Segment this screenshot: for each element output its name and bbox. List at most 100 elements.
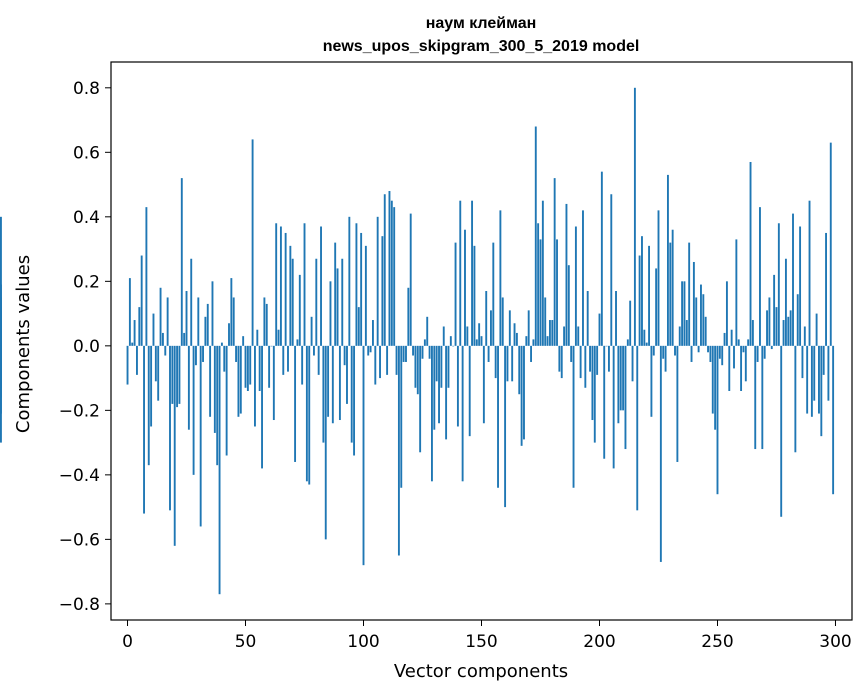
bar-261 (742, 345, 745, 353)
bar-287 (803, 326, 806, 346)
bar-68 (287, 345, 289, 372)
bar-104 (372, 320, 374, 346)
bar-231 (671, 229, 674, 346)
bar-207 (615, 291, 617, 346)
bar-125 (421, 345, 424, 359)
bar-165 (515, 332, 518, 346)
bar-42 (225, 345, 228, 456)
bar-271 (766, 310, 768, 346)
bar-191 (577, 326, 580, 346)
bar-270 (763, 345, 766, 359)
bar-124 (419, 345, 422, 453)
bar-102 (367, 345, 370, 356)
bar-243 (700, 284, 702, 346)
bar-81 (317, 345, 320, 375)
bar-16 (164, 345, 167, 356)
bar-172 (532, 339, 535, 346)
bar-242 (697, 345, 700, 353)
bars (0, 87, 835, 595)
bar-5 (138, 307, 141, 346)
bar-262 (744, 345, 747, 382)
bar-14 (159, 287, 162, 346)
bar-149 (478, 323, 481, 346)
bar-158 (499, 210, 502, 346)
bar-190 (574, 226, 577, 346)
bar-120 (409, 213, 412, 346)
bar-259 (737, 339, 740, 346)
bar-144 (466, 326, 469, 346)
bar-132 (438, 345, 440, 424)
bar-122 (414, 345, 417, 388)
bar-214 (631, 345, 634, 382)
bar-195 (586, 291, 589, 346)
bar-65 (279, 226, 282, 346)
y-tick-label: −0.8 (59, 595, 100, 615)
bar-11 (152, 313, 155, 346)
bar-59 (265, 303, 268, 346)
bar-178 (546, 336, 549, 346)
bar-238 (688, 242, 691, 346)
bar-246 (707, 345, 709, 353)
bar-106 (376, 216, 379, 346)
bar-20 (173, 345, 176, 546)
bar-187 (567, 265, 570, 346)
bar-135 (445, 345, 448, 440)
bar-70 (291, 258, 294, 346)
bar-268 (759, 207, 761, 346)
bar-33 (204, 316, 207, 346)
bar-282 (792, 213, 794, 346)
bar-88 (334, 242, 337, 346)
bar-299 (832, 345, 835, 495)
bar-93 (346, 345, 348, 404)
bar-210 (622, 345, 625, 411)
bar-110 (386, 345, 389, 375)
bar-218 (641, 236, 643, 346)
bar-161 (506, 345, 509, 382)
bar-80 (315, 258, 318, 346)
x-tick-label: 250 (701, 632, 733, 652)
bar-6 (140, 255, 143, 346)
bar-204 (607, 345, 610, 372)
bar-146 (471, 200, 474, 346)
bar-18 (169, 345, 171, 511)
bar-256 (730, 329, 733, 346)
bar-166 (518, 345, 521, 395)
bar-79 (313, 345, 315, 356)
bar-99 (360, 232, 363, 346)
bar-39 (218, 345, 221, 595)
bar-41 (223, 345, 226, 372)
bar-202 (603, 345, 606, 459)
bar-53 (251, 139, 254, 346)
bar-163 (511, 345, 514, 382)
bar-167 (520, 345, 523, 446)
bar-192 (579, 345, 582, 379)
bar-29 (195, 345, 197, 366)
bar-169 (525, 336, 528, 346)
bar-279 (784, 258, 787, 346)
bar-310 (0, 345, 2, 388)
bar-60 (268, 345, 271, 388)
bar-32 (202, 345, 204, 362)
bar-22 (178, 345, 181, 404)
bar-90 (338, 345, 341, 421)
bar-297 (827, 345, 830, 401)
y-tick-label: 0.0 (73, 337, 100, 357)
bar-209 (619, 345, 622, 411)
bar-83 (322, 345, 325, 443)
bar-240 (692, 261, 695, 346)
bar-31 (199, 345, 202, 527)
bar-134 (442, 326, 445, 346)
bar-73 (298, 274, 301, 346)
y-tick-label: −0.4 (59, 466, 100, 486)
y-axis-label: Components values (13, 255, 34, 433)
bar-267 (756, 345, 759, 362)
bar-230 (669, 242, 672, 346)
bar-220 (645, 342, 648, 346)
bar-179 (548, 320, 551, 346)
y-tick-label: 0.6 (73, 143, 100, 163)
bar-206 (612, 345, 615, 469)
bar-7 (143, 345, 145, 514)
bar-30 (197, 297, 200, 346)
bar-40 (220, 342, 223, 346)
